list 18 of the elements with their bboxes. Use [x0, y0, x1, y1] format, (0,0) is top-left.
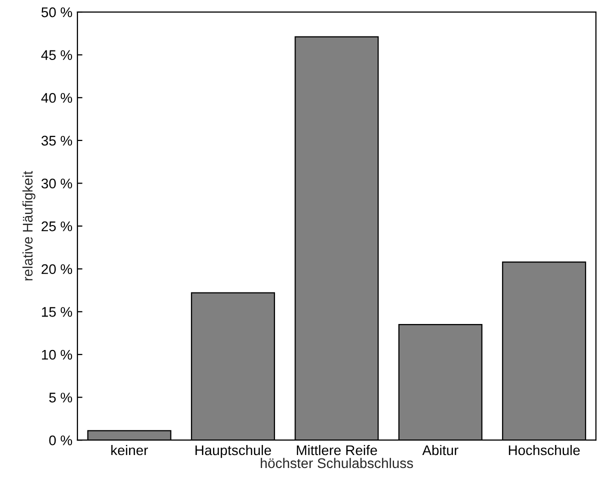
y-tick-label: 50 % — [41, 7, 72, 18]
x-tick-label: Hauptschule — [196, 444, 271, 458]
y-tick-label: 35 % — [41, 136, 72, 146]
x-tick-label: Hochschule — [508, 444, 580, 456]
x-tick-label: Abitur — [422, 444, 458, 456]
y-tick-label: 25 % — [42, 221, 72, 232]
x-tick-label: Mittlere Reife — [296, 444, 377, 456]
y-tick-label: 5 % — [49, 392, 72, 402]
y-tick-label: 0 % — [49, 435, 72, 446]
y-tick-label: 20 % — [42, 264, 72, 274]
y-tick-label: 45 % — [41, 50, 72, 60]
y-tick-label: 40 % — [41, 92, 72, 103]
y-tick-label: 15 % — [42, 307, 72, 317]
x-tick-label: keiner — [111, 444, 148, 456]
y-tick-label: 30 % — [41, 178, 72, 188]
x-axis-title: höchster Schulabschluss — [260, 458, 413, 468]
y-axis-title: relative Häufigkeit — [22, 170, 36, 280]
y-tick-label: 10 % — [42, 350, 72, 360]
